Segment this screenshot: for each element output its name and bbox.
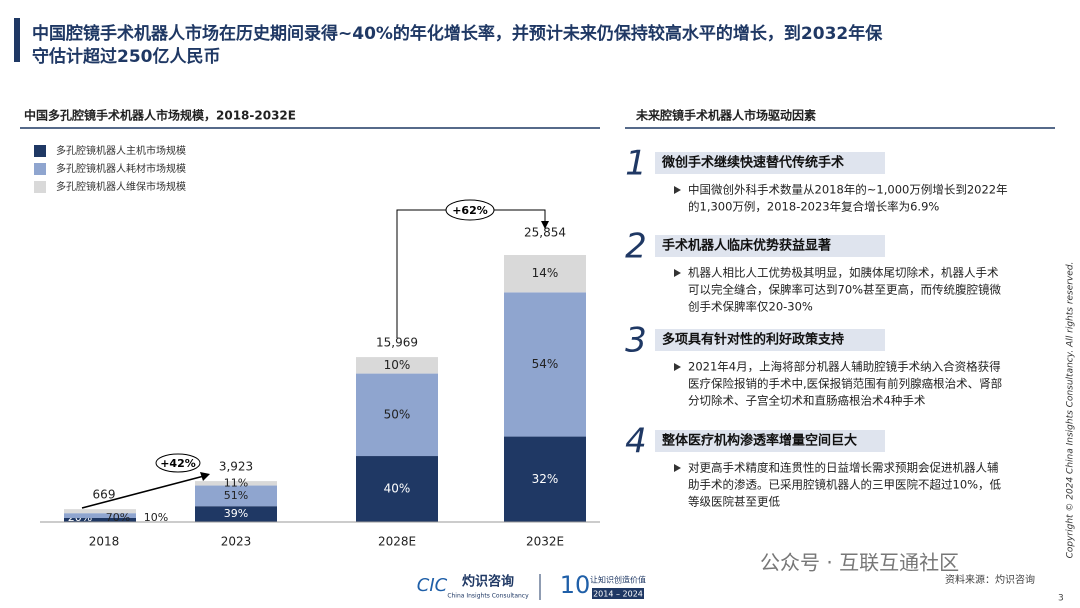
bar-segment [356,373,438,457]
growth-arrow [81,475,205,509]
slide-title: 守估计超过250亿人民币 [32,46,221,67]
years-badge [592,588,644,599]
driver-heading-bg [655,152,885,174]
driver-number: 2 [625,227,647,267]
annotation-badge [155,453,201,473]
annotation: +42% [160,457,196,470]
bar-segment [356,456,438,522]
bullet [674,269,681,277]
arrow-head [541,221,549,229]
title-accent [14,18,20,62]
bullet [674,464,681,472]
driver-text: 等级医院甚至更低 [688,495,780,509]
legend-label: 多孔腔镜机器人主机市场规模 [56,144,186,157]
bar-segment [64,513,136,518]
arrow-head [200,472,210,481]
bar-segment [504,436,586,522]
driver-text: 医疗保险报销的手术中,医保报销范围有前列腺癌根治术、肾部 [688,377,1002,391]
driver-heading: 多项具有针对性的利好政策支持 [662,332,844,348]
driver-text: 分切除术、子宫全切术和直肠癌根治术4种手术 [688,394,926,408]
legend-label: 多孔腔镜机器人耗材市场规模 [56,162,186,175]
driver-text: 2021年4月，上海将部分机器人辅助腔镜手术纳入合资格获得 [688,360,1001,374]
driver-number: 4 [625,422,647,462]
tenth-mark: 10 [560,571,591,599]
driver-number: 3 [625,321,647,361]
legend-swatch [34,145,46,157]
total-label: 669 [93,488,116,502]
driver-number: 1 [625,144,647,184]
logo-en: China Insights Consultancy [447,593,529,600]
driver-heading: 微创手术继续快速替代传统手术 [661,155,844,171]
driver-text: 的1,300万例，2018-2023年复合增长率为6.9% [688,200,939,214]
source: 资料来源：灼识咨询 [945,573,1035,586]
bar-segment [504,255,586,293]
logo-name: 灼识咨询 [462,574,514,590]
bar-segment [504,292,586,437]
value-label: 50% [384,407,411,421]
value-label: 10% [384,358,411,372]
driver-text: 对更高手术精度和连贯性的日益增长需求预期会促进机器人辅 [688,461,999,475]
driver-text: 机器人相比人工优势极其明显，如胰体尾切除术，机器人手术 [688,266,999,280]
drivers-title: 未来腔镜手术机器人市场驱动因素 [635,108,816,123]
bar-segment [356,357,438,374]
driver-heading: 手术机器人临床优势获益显著 [662,238,831,254]
total-label: 3,923 [219,460,253,474]
annotation: +62% [452,204,488,217]
driver-heading: 整体医疗机构渗透率增量空间巨大 [661,433,857,449]
bar-segment [64,518,136,522]
bar-segment [64,509,136,514]
driver-text: 中国微创外科手术数量从2018年的~1,000万例增长到2022年 [688,183,1008,197]
total-label: 25,854 [524,226,566,240]
value-label: 32% [532,472,559,486]
legend-label: 多孔腔镜机器人维保市场规模 [56,180,186,193]
x-tick-label: 2018 [89,535,120,549]
value-label: 14% [532,266,559,280]
driver-text: 助手术的渗透。已采用腔镜机器人的三甲医院不超过10%，低 [688,478,1002,492]
value-label: 51% [224,489,248,502]
logo-mark: CIC [417,575,448,596]
x-tick-label: 2032E [526,535,564,549]
bullet [674,186,681,194]
value-label: 54% [532,357,559,371]
bar-segment [195,506,277,522]
value-label: 70% [106,511,130,524]
years: 2014 – 2024 [593,590,643,599]
bar-segment [195,485,277,507]
x-tick-label: 2023 [221,535,252,549]
chart-title: 中国多孔腔镜手术机器人市场规模，2018-2032E [24,108,296,123]
copyright: Copyright © 2024 China Insights Consulta… [1066,262,1076,559]
value-label: 40% [384,482,411,496]
bar-segment [195,481,277,486]
driver-heading-bg [655,329,885,351]
slogan: 让知识创造价值 [590,575,646,585]
value-label: 10% [144,511,168,524]
driver-heading-bg [655,430,885,452]
driver-text: 创手术保脾率仅20-30% [688,300,813,314]
bullet [674,363,681,371]
value-label: 11% [224,476,248,489]
total-label: 15,969 [376,336,418,350]
driver-heading-bg [655,235,885,257]
wechat-watermark: 公众号 · 互联互通社区 [760,551,959,575]
driver-text: 可以完全缝合，保脾率可达到70%甚至更高，而传统腹腔镜微 [688,283,1002,297]
value-label: 39% [224,507,248,520]
slide-title: 中国腔镜手术机器人市场在历史期间录得~40%的年化增长率，并预计未来仍保持较高水… [32,23,883,44]
legend-swatch [34,163,46,175]
annotation-badge [445,199,495,221]
legend-swatch [34,181,46,193]
x-tick-label: 2028E [378,535,416,549]
page-number: 3 [1058,594,1064,604]
